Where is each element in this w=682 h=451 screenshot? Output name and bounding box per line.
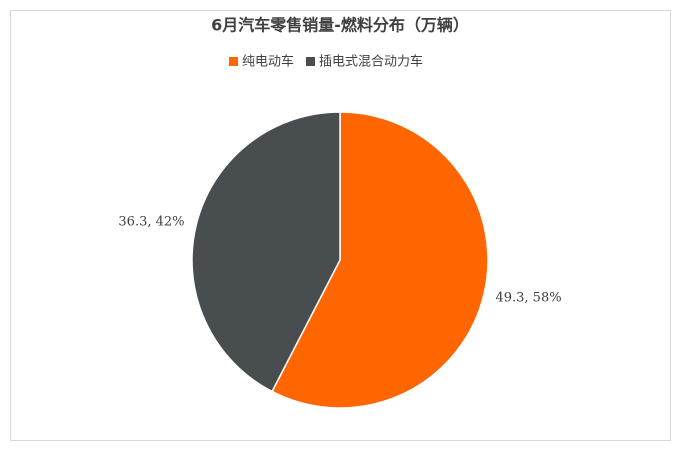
pie-slice (191, 111, 341, 393)
legend-label: 插电式混合动力车 (319, 54, 423, 70)
data-label: 36.3, 42% (118, 215, 184, 230)
pie-slice (271, 111, 489, 409)
data-label: 49.3, 58% (495, 290, 561, 305)
legend-swatch (306, 57, 316, 66)
legend-label: 纯电动车 (242, 54, 294, 70)
legend-swatch (229, 57, 238, 66)
chart-title: 6月汽车零售销量-燃料分布（万辆） (211, 16, 469, 35)
